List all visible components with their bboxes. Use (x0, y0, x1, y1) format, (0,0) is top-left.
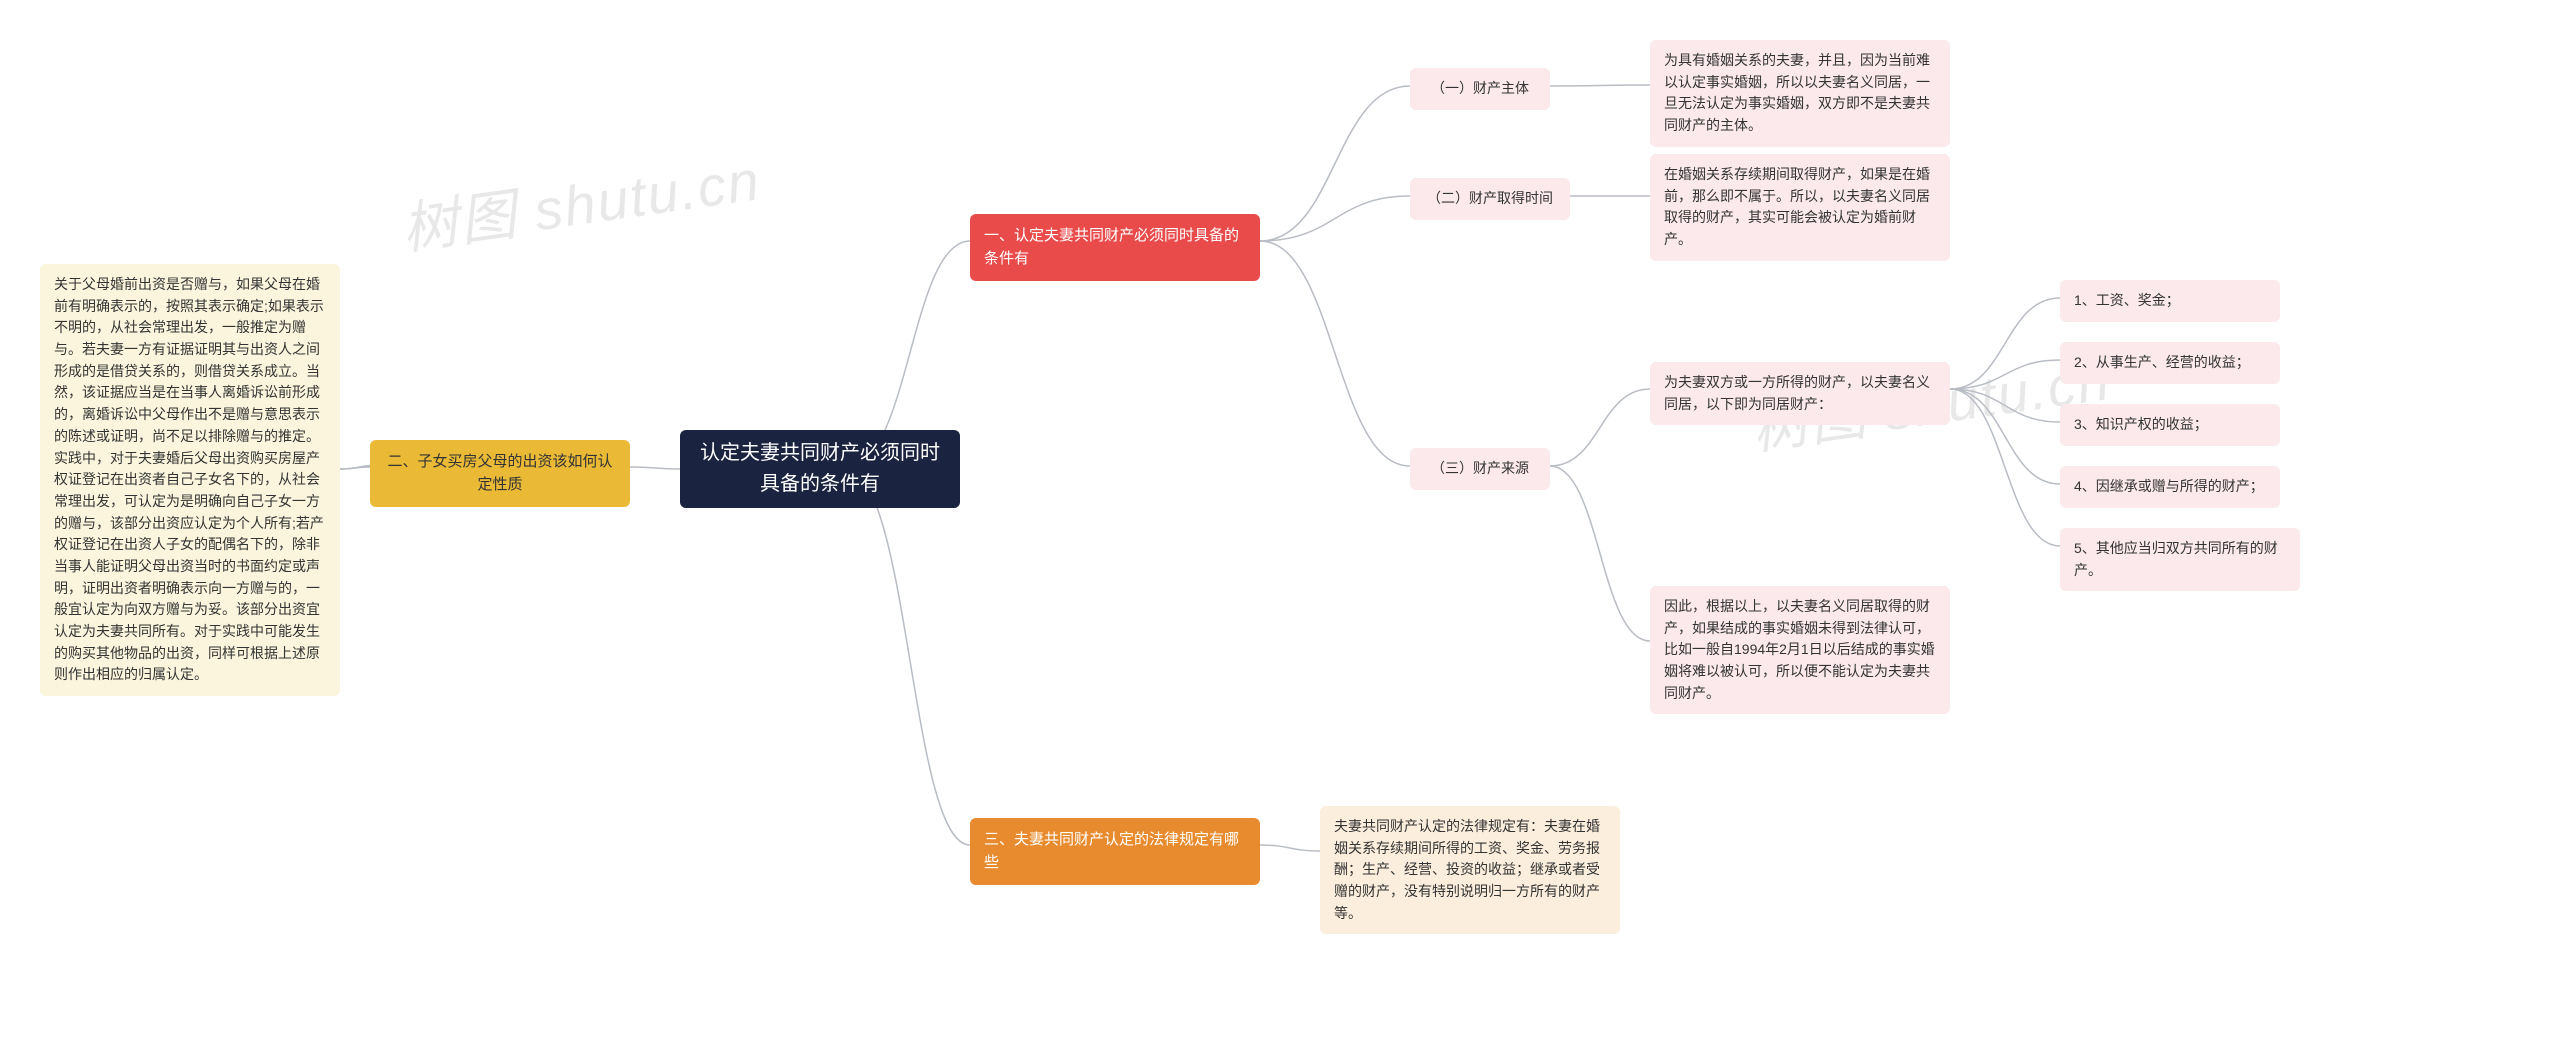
branch-three[interactable]: 三、夫妻共同财产认定的法律规定有哪些 (970, 818, 1260, 885)
connector-b2-leaf (0, 0, 2560, 1042)
b1-s1-text-content: 为具有婚姻关系的夫妻，并且，因为当前难以认定事实婚姻，所以以夫妻名义同居，一旦无… (1664, 50, 1936, 137)
branch-two-label: 二、子女买房父母的出资该如何认定性质 (384, 450, 616, 497)
b1-s3-intro-content: 为夫妻双方或一方所得的财产，以夫妻名义同居，以下即为同居财产： (1664, 372, 1936, 415)
b1-s1-label: （一）财产主体 (1431, 78, 1529, 100)
b1-s3-i2: 2、从事生产、经营的收益； (2060, 342, 2280, 384)
b1-s3-i1: 1、工资、奖金； (2060, 280, 2280, 322)
root-label: 认定夫妻共同财产必须同时具备的条件有 (700, 438, 940, 500)
b1-s3-intro: 为夫妻双方或一方所得的财产，以夫妻名义同居，以下即为同居财产： (1650, 362, 1950, 425)
connectors (0, 0, 2560, 1042)
b1-s2-text: 在婚姻关系存续期间取得财产，如果是在婚前，那么即不属于。所以，以夫妻名义同居取得… (1650, 154, 1950, 261)
b1-s2[interactable]: （二）财产取得时间 (1410, 178, 1570, 220)
branch-one-label: 一、认定夫妻共同财产必须同时具备的条件有 (984, 224, 1246, 271)
root-node[interactable]: 认定夫妻共同财产必须同时具备的条件有 (680, 430, 960, 508)
b1-s2-label: （二）财产取得时间 (1427, 188, 1553, 210)
connector-left (0, 0, 2560, 1042)
connector-root-b2 (0, 0, 2560, 1042)
b1-s3-i5: 5、其他应当归双方共同所有的财产。 (2060, 528, 2300, 591)
b1-s3-label: （三）财产来源 (1431, 458, 1529, 480)
b1-s1-text: 为具有婚姻关系的夫妻，并且，因为当前难以认定事实婚姻，所以以夫妻名义同居，一旦无… (1650, 40, 1950, 147)
branch-two[interactable]: 二、子女买房父母的出资该如何认定性质 (370, 440, 630, 507)
branch-one[interactable]: 一、认定夫妻共同财产必须同时具备的条件有 (970, 214, 1260, 281)
branch-three-label: 三、夫妻共同财产认定的法律规定有哪些 (984, 828, 1246, 875)
b1-s2-text-content: 在婚姻关系存续期间取得财产，如果是在婚前，那么即不属于。所以，以夫妻名义同居取得… (1664, 164, 1936, 251)
b1-s3-conclusion: 因此，根据以上，以夫妻名义同居取得的财产，如果结成的事实婚姻未得到法律认可，比如… (1650, 586, 1950, 714)
b1-s1[interactable]: （一）财产主体 (1410, 68, 1550, 110)
b2-text: 关于父母婚前出资是否赠与，如果父母在婚前有明确表示的，按照其表示确定;如果表示不… (40, 264, 340, 696)
b1-s3-i3: 3、知识产权的收益； (2060, 404, 2280, 446)
b3-text: 夫妻共同财产认定的法律规定有：夫妻在婚姻关系存续期间所得的工资、奖金、劳务报酬；… (1320, 806, 1620, 934)
b1-s3-i4: 4、因继承或赠与所得的财产； (2060, 466, 2280, 508)
mindmap-canvas: 认定夫妻共同财产必须同时具备的条件有 一、认定夫妻共同财产必须同时具备的条件有 … (0, 0, 2560, 1042)
b1-s3[interactable]: （三）财产来源 (1410, 448, 1550, 490)
